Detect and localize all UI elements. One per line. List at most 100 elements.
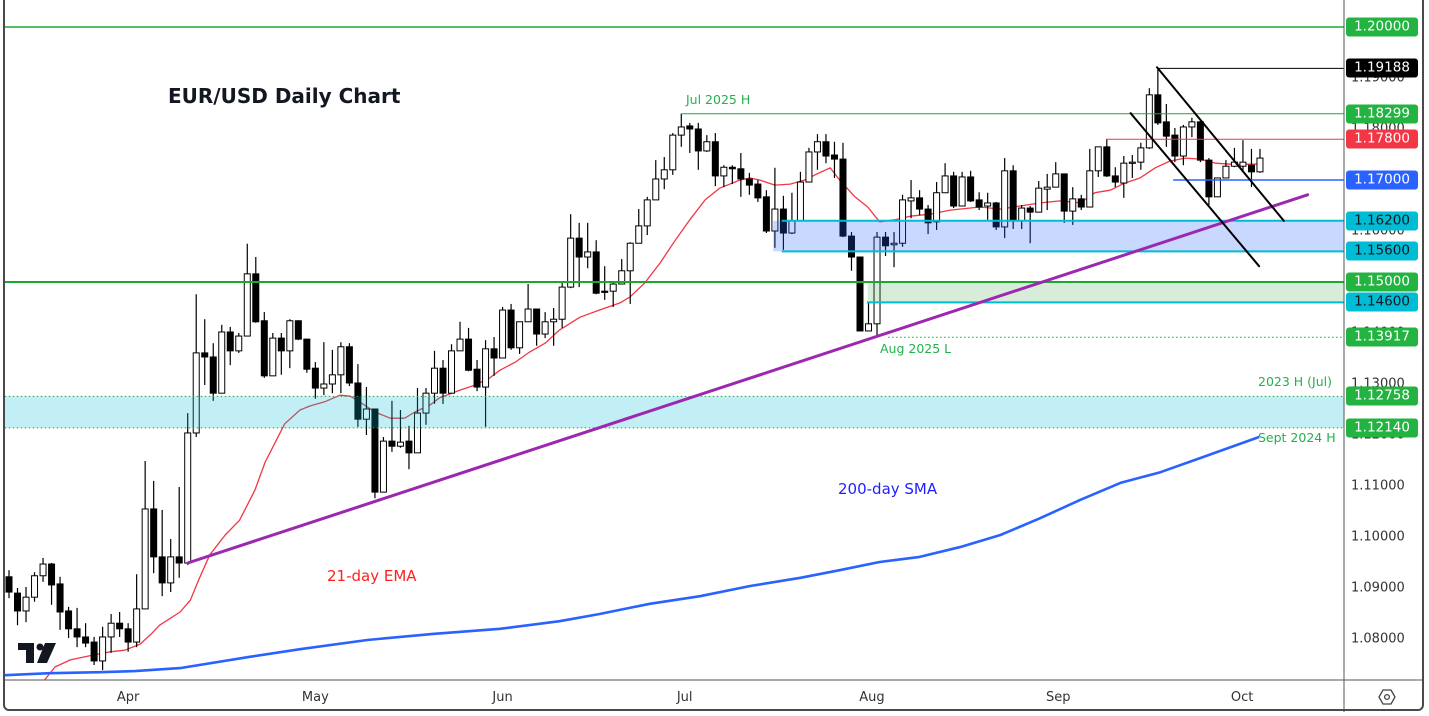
- candle-bullish[interactable]: [141, 461, 149, 610]
- candle-bullish[interactable]: [1239, 140, 1247, 172]
- candle-bullish[interactable]: [1069, 187, 1077, 225]
- candle-bullish[interactable]: [1128, 155, 1136, 178]
- support-zone-1146-1150[interactable]: [867, 282, 1344, 303]
- candle-bearish[interactable]: [822, 134, 830, 164]
- candle-bullish[interactable]: [1179, 124, 1187, 166]
- candle-bullish[interactable]: [984, 192, 992, 220]
- candle-bullish[interactable]: [524, 284, 532, 323]
- candle-bullish[interactable]: [167, 539, 175, 593]
- candle-bearish[interactable]: [56, 576, 64, 630]
- candle-bullish[interactable]: [541, 312, 549, 339]
- candle-bullish[interactable]: [320, 342, 328, 396]
- candle-bullish[interactable]: [805, 147, 813, 183]
- candle-bullish[interactable]: [133, 574, 141, 648]
- candle-bullish[interactable]: [1120, 156, 1128, 198]
- candle-bullish[interactable]: [1094, 146, 1102, 177]
- candle-bearish[interactable]: [48, 563, 56, 605]
- candle-bearish[interactable]: [5, 570, 13, 599]
- channel-upper-line[interactable]: [1155, 66, 1285, 222]
- candle-bullish[interactable]: [669, 133, 677, 175]
- candle-bearish[interactable]: [754, 180, 762, 202]
- candle-bullish[interactable]: [22, 586, 30, 623]
- candle-bearish[interactable]: [473, 360, 481, 392]
- candle-bullish[interactable]: [609, 283, 617, 307]
- candle-bullish[interactable]: [192, 294, 200, 438]
- candle-bearish[interactable]: [575, 222, 583, 288]
- candle-bullish[interactable]: [516, 321, 524, 354]
- candle-bearish[interactable]: [737, 152, 745, 197]
- candle-bearish[interactable]: [124, 623, 132, 652]
- candle-bearish[interactable]: [490, 337, 498, 376]
- candle-bearish[interactable]: [158, 509, 166, 597]
- candle-bearish[interactable]: [967, 170, 975, 202]
- candle-bearish[interactable]: [345, 343, 353, 387]
- support-zone-1156-1162[interactable]: [773, 220, 1344, 252]
- candle-bullish[interactable]: [865, 301, 873, 332]
- candle-bullish[interactable]: [328, 349, 336, 394]
- candle-bullish[interactable]: [1222, 160, 1230, 179]
- candle-bullish[interactable]: [431, 350, 438, 404]
- candle-bullish[interactable]: [958, 171, 966, 207]
- rising-support-trendline[interactable]: [186, 193, 1310, 565]
- candle-bullish[interactable]: [286, 319, 294, 369]
- candle-bearish[interactable]: [150, 480, 158, 574]
- candle-bullish[interactable]: [890, 232, 898, 268]
- candle-bearish[interactable]: [65, 606, 73, 638]
- candle-bullish[interactable]: [379, 437, 387, 493]
- candle-bearish[interactable]: [371, 408, 379, 499]
- candle-bullish[interactable]: [558, 283, 566, 328]
- candle-bullish[interactable]: [813, 134, 821, 170]
- candle-bearish[interactable]: [762, 190, 770, 234]
- candle-bearish[interactable]: [311, 362, 319, 399]
- candle-bullish[interactable]: [31, 572, 39, 602]
- candle-bearish[interactable]: [175, 487, 183, 578]
- candle-bullish[interactable]: [771, 167, 779, 248]
- candle-bearish[interactable]: [745, 172, 753, 195]
- candle-bearish[interactable]: [1196, 120, 1204, 163]
- candle-bullish[interactable]: [482, 340, 490, 427]
- candle-bullish[interactable]: [1086, 148, 1094, 208]
- candle-bearish[interactable]: [388, 400, 396, 452]
- candle-bullish[interactable]: [1256, 148, 1264, 173]
- candle-bearish[interactable]: [711, 133, 719, 187]
- candle-bearish[interactable]: [728, 165, 736, 185]
- candle-bullish[interactable]: [933, 182, 941, 230]
- candle-bearish[interactable]: [303, 338, 311, 373]
- candle-bearish[interactable]: [226, 326, 234, 366]
- candle-bullish[interactable]: [243, 243, 251, 337]
- candle-bullish[interactable]: [448, 344, 456, 394]
- candle-bearish[interactable]: [856, 256, 864, 332]
- candle-bullish[interactable]: [626, 242, 634, 304]
- candle-bearish[interactable]: [686, 122, 694, 153]
- candle-bearish[interactable]: [950, 171, 958, 209]
- candle-bearish[interactable]: [73, 607, 81, 648]
- candle-bearish[interactable]: [1077, 194, 1085, 211]
- candle-bearish[interactable]: [1060, 173, 1068, 223]
- candle-bearish[interactable]: [1154, 68, 1162, 125]
- candle-bearish[interactable]: [354, 364, 362, 427]
- candle-bullish[interactable]: [1188, 117, 1196, 138]
- candle-bearish[interactable]: [694, 122, 702, 170]
- candle-bullish[interactable]: [235, 333, 243, 353]
- gear-icon[interactable]: [1378, 688, 1396, 706]
- candle-bullish[interactable]: [643, 196, 651, 236]
- candle-bullish[interactable]: [362, 387, 370, 435]
- candle-bullish[interactable]: [652, 160, 660, 201]
- candle-bullish[interactable]: [1137, 142, 1145, 170]
- candle-bearish[interactable]: [260, 312, 268, 378]
- candle-bullish[interactable]: [269, 333, 277, 377]
- candle-bearish[interactable]: [830, 141, 838, 178]
- candle-bearish[interactable]: [116, 611, 124, 637]
- candle-bearish[interactable]: [439, 360, 447, 404]
- candle-bullish[interactable]: [635, 209, 643, 244]
- candle-bullish[interactable]: [618, 259, 626, 285]
- candle-bearish[interactable]: [465, 327, 473, 372]
- candle-bearish[interactable]: [82, 623, 90, 648]
- candle-bearish[interactable]: [14, 588, 22, 626]
- candle-bearish[interactable]: [209, 343, 217, 401]
- candle-bullish[interactable]: [39, 557, 47, 582]
- candle-bearish[interactable]: [924, 204, 932, 235]
- candle-bullish[interactable]: [422, 388, 430, 425]
- tradingview-logo-icon[interactable]: [17, 642, 57, 664]
